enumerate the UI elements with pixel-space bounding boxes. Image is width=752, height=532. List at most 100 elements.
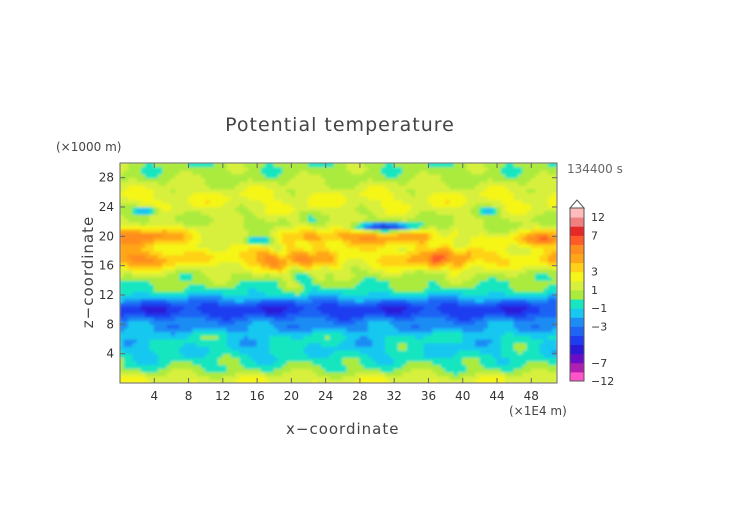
heatmap-cell	[278, 221, 284, 226]
heatmap-cell	[470, 342, 477, 347]
heatmap-cell	[333, 367, 339, 373]
heatmap-cell	[517, 217, 524, 223]
heatmap-cell	[427, 360, 434, 366]
heatmap-cell	[470, 290, 477, 296]
heatmap-cell	[218, 294, 224, 300]
heatmap-cell	[248, 276, 254, 281]
heatmap-cell	[200, 338, 207, 344]
heatmap-cell	[346, 202, 352, 208]
heatmap-cell	[132, 356, 138, 362]
heatmap-cell	[543, 265, 549, 270]
heatmap-cell	[415, 228, 421, 234]
heatmap-cell	[230, 224, 237, 230]
heatmap-cell	[367, 349, 374, 355]
heatmap-cell	[286, 375, 292, 380]
heatmap-cell	[248, 378, 254, 383]
heatmap-cell	[273, 268, 280, 274]
heatmap-cell	[218, 232, 224, 237]
heatmap-cell	[149, 257, 155, 263]
heatmap-cell	[389, 276, 395, 281]
heatmap-cell	[470, 232, 477, 237]
heatmap-cell	[436, 301, 442, 307]
heatmap-cell	[522, 210, 528, 215]
heatmap-cell	[389, 224, 395, 230]
heatmap-cell	[492, 254, 498, 259]
heatmap-cell	[256, 224, 262, 230]
heatmap-cell	[153, 367, 160, 373]
heatmap-cell	[218, 243, 224, 248]
heatmap-cell	[393, 254, 399, 259]
heatmap-cell	[333, 276, 339, 281]
heatmap-cell	[415, 221, 421, 226]
heatmap-cell	[136, 279, 142, 285]
heatmap-cell	[158, 283, 164, 289]
heatmap-cell	[166, 323, 172, 329]
heatmap-cell	[457, 235, 464, 241]
heatmap-cell	[162, 202, 168, 208]
heatmap-cell	[479, 232, 485, 237]
heatmap-cell	[316, 287, 322, 292]
heatmap-cell	[282, 279, 288, 285]
heatmap-cell	[423, 265, 429, 270]
heatmap-cell	[179, 224, 185, 230]
heatmap-cell	[158, 279, 164, 285]
heatmap-cell	[205, 378, 211, 383]
heatmap-cell	[338, 338, 344, 344]
heatmap-cell	[286, 232, 292, 237]
heatmap-cell	[552, 261, 557, 267]
heatmap-cell	[303, 367, 310, 373]
heatmap-cell	[218, 279, 224, 285]
heatmap-cell	[410, 342, 417, 347]
heatmap-cell	[517, 320, 524, 325]
heatmap-cell	[427, 316, 434, 322]
heatmap-cell	[170, 331, 177, 336]
heatmap-cell	[248, 287, 254, 292]
heatmap-cell	[423, 371, 429, 377]
heatmap-cell	[410, 338, 417, 344]
heatmap-cell	[535, 364, 541, 369]
heatmap-cell	[183, 309, 190, 314]
heatmap-cell	[295, 257, 301, 263]
heatmap-cell	[552, 213, 557, 219]
heatmap-cell	[333, 202, 339, 208]
heatmap-cell	[423, 367, 429, 373]
heatmap-cell	[530, 272, 537, 278]
heatmap-cell	[410, 364, 417, 369]
heatmap-cell	[440, 287, 447, 292]
heatmap-cell	[547, 334, 554, 340]
heatmap-cell	[402, 221, 408, 226]
heatmap-cell	[440, 294, 447, 300]
heatmap-cell	[530, 239, 537, 245]
heatmap-cell	[213, 323, 220, 329]
heatmap-cell	[196, 349, 202, 355]
heatmap-cell	[200, 224, 207, 230]
heatmap-cell	[320, 338, 327, 344]
heatmap-cell	[402, 243, 408, 248]
heatmap-cell	[453, 378, 459, 383]
heatmap-cell	[179, 279, 185, 285]
heatmap-cell	[278, 375, 284, 380]
heatmap-cell	[123, 316, 130, 322]
heatmap-cell	[449, 206, 455, 212]
heatmap-cell	[535, 356, 541, 362]
heatmap-cell	[539, 254, 545, 259]
heatmap-cell	[419, 232, 425, 237]
heatmap-cell	[457, 210, 464, 215]
heatmap-cell	[145, 261, 151, 267]
heatmap-cell	[320, 360, 327, 366]
heatmap-cell	[496, 364, 502, 369]
heatmap-cell	[359, 342, 365, 347]
heatmap-cell	[179, 290, 185, 296]
heatmap-cell	[432, 356, 438, 362]
heatmap-cell	[423, 312, 429, 318]
heatmap-cell	[389, 235, 395, 241]
heatmap-cell	[479, 276, 485, 281]
heatmap-cell	[462, 287, 468, 292]
heatmap-cell	[526, 261, 532, 267]
heatmap-cell	[385, 334, 391, 340]
heatmap-cell	[380, 228, 387, 234]
heatmap-cell	[325, 334, 331, 340]
heatmap-cell	[406, 287, 412, 292]
heatmap-cell	[170, 206, 177, 212]
heatmap-cell	[470, 250, 477, 256]
